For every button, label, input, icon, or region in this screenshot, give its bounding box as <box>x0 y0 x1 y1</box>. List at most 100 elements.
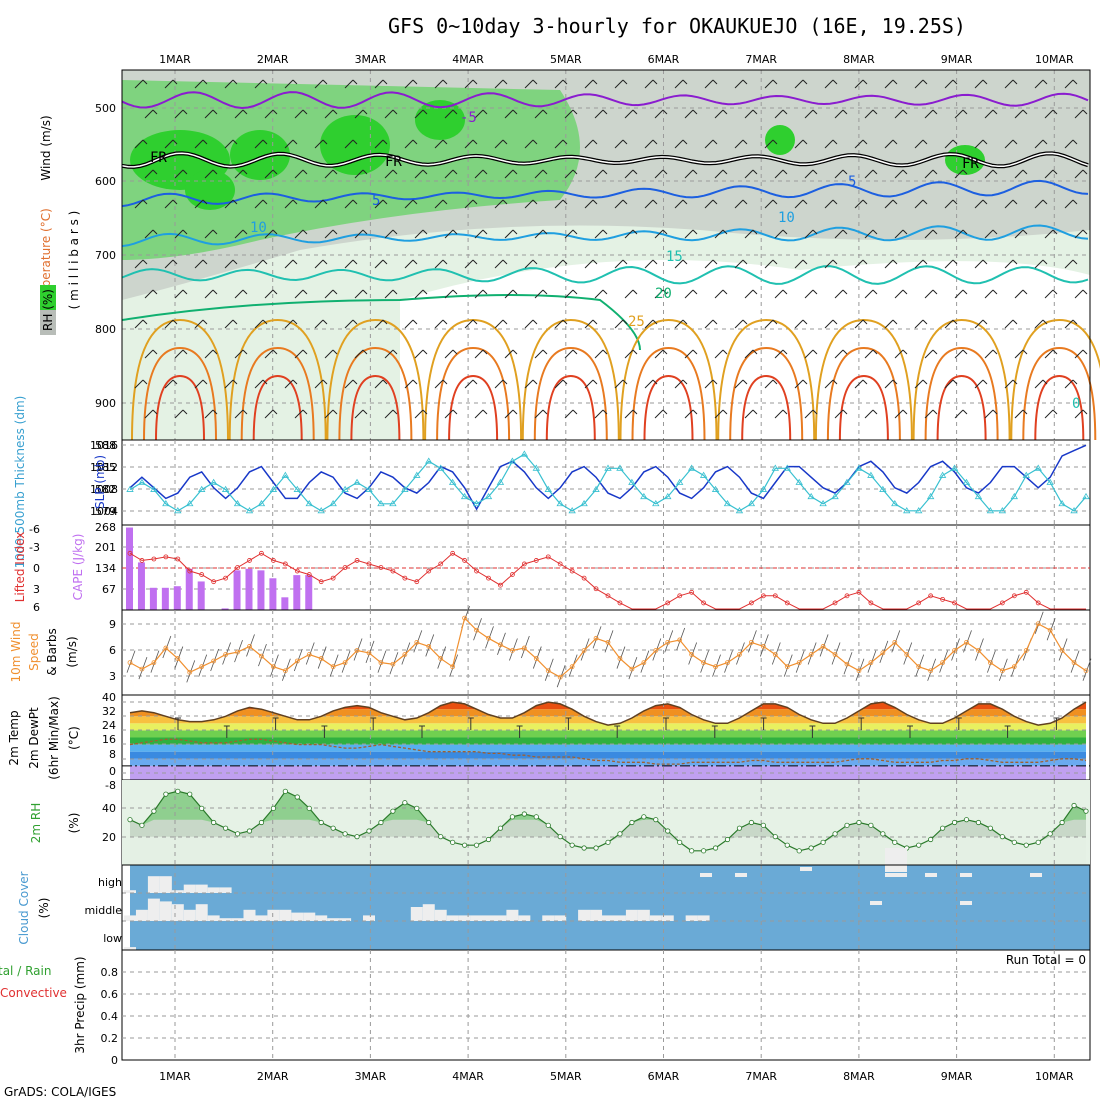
wind-barb-flag <box>992 289 998 295</box>
wind-barb-staff <box>564 109 574 119</box>
cloud-gap-bar <box>183 884 196 893</box>
li-point <box>163 554 169 560</box>
cape-bar <box>281 597 289 610</box>
wind-barb-staff <box>894 289 904 299</box>
wind-barb-staff <box>854 139 864 149</box>
thickness-point <box>460 492 469 500</box>
wind-barb-staff <box>384 349 394 359</box>
wind-barb-staff <box>654 229 664 239</box>
wind-barb-flag <box>212 229 218 235</box>
rh2m-point <box>414 805 420 811</box>
wind-barb-staff <box>1034 379 1044 389</box>
rh2m-point <box>438 834 444 840</box>
ylabel-wind-2: Speed <box>27 633 41 671</box>
freezing-level-inner <box>121 152 1089 168</box>
wind-barb-flag <box>752 229 758 235</box>
wind-barb-staff <box>1014 409 1024 419</box>
wind-barb-flag <box>482 409 488 415</box>
isotherm-diurnal <box>326 318 425 441</box>
wind-barb-flag <box>832 79 838 85</box>
ylabel-rh2m: 2m RH <box>29 803 43 844</box>
wind-point <box>940 660 945 666</box>
wind-barb-staff <box>974 199 984 209</box>
li-point <box>856 589 862 595</box>
wind-barb-flag <box>802 379 808 385</box>
wind-barb-staff <box>164 259 174 269</box>
wind-barb-flag <box>482 109 488 115</box>
cape-bar <box>293 575 301 610</box>
isotherm-diurnal <box>545 374 596 441</box>
cloud-gap-bar <box>243 909 256 921</box>
wind-barb-staff <box>354 349 364 359</box>
wind-barb-staff <box>284 199 294 209</box>
thickness-point <box>699 471 708 478</box>
thickness-point <box>962 478 971 485</box>
wind-barb-flag <box>272 109 278 115</box>
wind-barb-flag <box>172 199 178 205</box>
li-point <box>342 565 348 570</box>
thickness-point <box>484 492 493 500</box>
ylabel-cape: CAPE (J/kg) <box>71 534 85 601</box>
wind-barb-flag <box>452 289 458 295</box>
wind-barb-flag <box>562 259 568 265</box>
wind-barb-flag <box>842 109 848 115</box>
wind-barb-staff <box>174 289 184 299</box>
run-total: Run Total = 0 <box>1006 953 1086 967</box>
wind-barb-staff <box>1044 109 1054 119</box>
wind-barb-staff <box>144 349 154 359</box>
precip-grid <box>122 950 1090 1060</box>
wind-barb-staff <box>804 229 814 239</box>
wind-barb-staff <box>744 409 754 419</box>
wind-barb-staff <box>884 79 894 89</box>
isotherm-diurnal <box>521 318 620 441</box>
wind-barb-flag <box>812 289 818 295</box>
tick-label: 40 <box>102 802 116 815</box>
li-point <box>557 561 563 567</box>
surface-barb <box>1082 658 1092 681</box>
wind-barb-flag <box>982 199 988 205</box>
thickness-point <box>771 464 780 471</box>
wind-barb-flag <box>232 139 238 145</box>
li-point <box>784 600 790 606</box>
wind-barb-flag <box>962 289 968 295</box>
cloud-gap-bar <box>267 909 280 921</box>
wind-barb-staff <box>564 289 574 299</box>
wind-barb-staff <box>1044 409 1054 419</box>
cape-bar <box>221 608 229 610</box>
wind-barb-flag <box>1022 229 1028 235</box>
surface-barb <box>520 635 530 659</box>
surface-barb <box>1034 611 1044 634</box>
ylabel-precip: 3hr Precip (mm) <box>73 956 87 1053</box>
wind-barb-flag <box>902 109 908 115</box>
wind-barb-flag <box>482 169 488 175</box>
surface-barb <box>365 640 375 664</box>
cloud-gap-bar <box>279 909 292 921</box>
wind-barb-staff <box>294 229 304 239</box>
wind-point <box>1047 627 1053 633</box>
thickness-point <box>891 499 899 507</box>
wind-barb-flag <box>692 409 698 415</box>
wind-barb-flag <box>922 379 928 385</box>
wind-barb-staff <box>734 319 744 329</box>
isotherm-diurnal <box>350 374 401 441</box>
wind-barb-staff <box>644 259 654 269</box>
wind-barb-flag <box>292 199 298 205</box>
wind-point <box>282 668 288 674</box>
thickness-point <box>209 478 218 485</box>
wind-barb-flag <box>572 169 578 175</box>
wind-barb-staff <box>944 139 954 149</box>
wind-barb-flag <box>182 409 188 415</box>
rh2m-point <box>246 828 253 834</box>
tick-label: 40 <box>102 691 116 704</box>
wind-barb-flag <box>932 229 938 235</box>
wind-barb-flag <box>742 139 748 145</box>
thickness-point <box>795 478 803 485</box>
wind-barb-flag <box>752 349 758 355</box>
credit: GrADS: COLA/IGES <box>4 1085 116 1099</box>
wind-barb-flag <box>682 379 688 385</box>
temp-band <box>130 723 1086 731</box>
thickness-point <box>186 499 194 507</box>
wind-barb-staff <box>404 379 414 389</box>
wind-point <box>1083 668 1089 674</box>
ylabel-temp-3: (6hr Min/Max) <box>47 696 61 780</box>
